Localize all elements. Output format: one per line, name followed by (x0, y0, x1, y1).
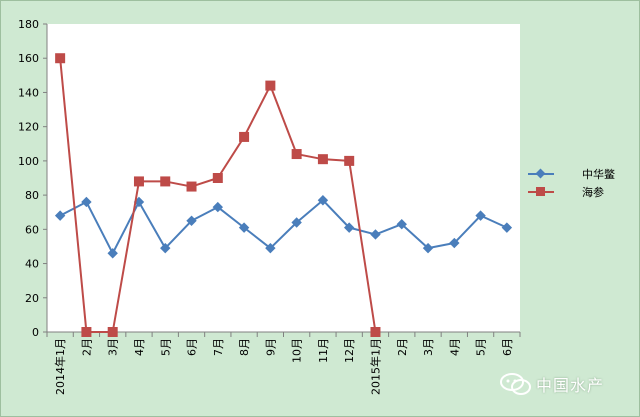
x-tick-label: 6月 (186, 338, 199, 356)
x-tick-label: 4月 (133, 338, 146, 356)
y-tick-label: 180 (18, 18, 39, 31)
data-point (396, 218, 407, 230)
y-tick-label: 120 (18, 121, 39, 134)
data-point (317, 195, 329, 206)
x-tick-label: 5月 (159, 338, 172, 356)
data-point (107, 327, 118, 337)
x-tick-label: 10月 (291, 338, 304, 363)
data-point (370, 327, 381, 337)
x-tick-label: 6月 (501, 338, 514, 356)
x-tick-label: 2月 (396, 338, 409, 356)
x-tick-label: 9月 (264, 338, 277, 356)
data-point (422, 242, 434, 254)
y-tick-label: 40 (25, 258, 39, 271)
data-point (81, 196, 92, 208)
data-point (186, 215, 197, 226)
x-tick-label: 5月 (475, 338, 488, 356)
y-tick-label: 0 (32, 326, 39, 339)
data-point (160, 242, 171, 254)
y-tick-label: 80 (25, 189, 39, 202)
x-tick-label: 2月 (80, 338, 93, 356)
data-point (133, 176, 144, 187)
data-point (265, 242, 276, 254)
wechat-icon (500, 373, 531, 395)
legend-entry: 海参 (528, 183, 628, 201)
data-point (212, 173, 223, 183)
x-tick-label: 3月 (107, 338, 120, 356)
x-tick-label: 4月 (448, 338, 461, 356)
x-tick-label: 12月 (343, 338, 356, 363)
legend-label: 海参 (582, 186, 604, 199)
data-point (186, 181, 197, 192)
data-point (370, 229, 381, 240)
y-tick-label: 20 (25, 292, 39, 305)
data-point (54, 210, 66, 221)
data-point (291, 217, 302, 228)
series-2 (55, 53, 381, 337)
data-point (501, 222, 513, 233)
x-tick-label: 11月 (317, 338, 330, 363)
data-point (81, 327, 92, 337)
watermark: 中国水产 (500, 368, 640, 400)
legend-marker (536, 187, 545, 196)
watermark-text: 中国水产 (536, 376, 605, 395)
y-tick-label: 160 (18, 52, 39, 65)
data-point (239, 131, 250, 142)
y-tick-label: 140 (18, 86, 39, 99)
data-point (291, 149, 302, 160)
x-tick-label: 7月 (212, 338, 225, 356)
y-tick-label: 100 (18, 155, 39, 168)
x-tick-label: 3月 (422, 338, 435, 356)
data-point (344, 155, 355, 166)
x-tick-label: 2014年1月 (53, 338, 67, 395)
data-point (238, 222, 250, 233)
data-point (55, 53, 66, 64)
data-point (343, 222, 355, 233)
plot-area (47, 24, 520, 332)
data-point (212, 201, 224, 213)
x-tick-label: 2015年1月 (368, 338, 382, 395)
data-point (449, 237, 460, 249)
y-tick-label: 60 (25, 223, 39, 236)
legend-label: 中华鳖 (582, 168, 615, 181)
data-point (475, 210, 486, 221)
legend: 中华鳖 海参 (528, 165, 628, 201)
legend-entry: 中华鳖 (528, 165, 628, 183)
data-point (107, 248, 118, 259)
x-tick-label: 8月 (238, 338, 251, 356)
data-point (317, 154, 328, 165)
legend-marker (535, 168, 546, 179)
data-point (265, 80, 276, 91)
data-point (160, 176, 171, 187)
